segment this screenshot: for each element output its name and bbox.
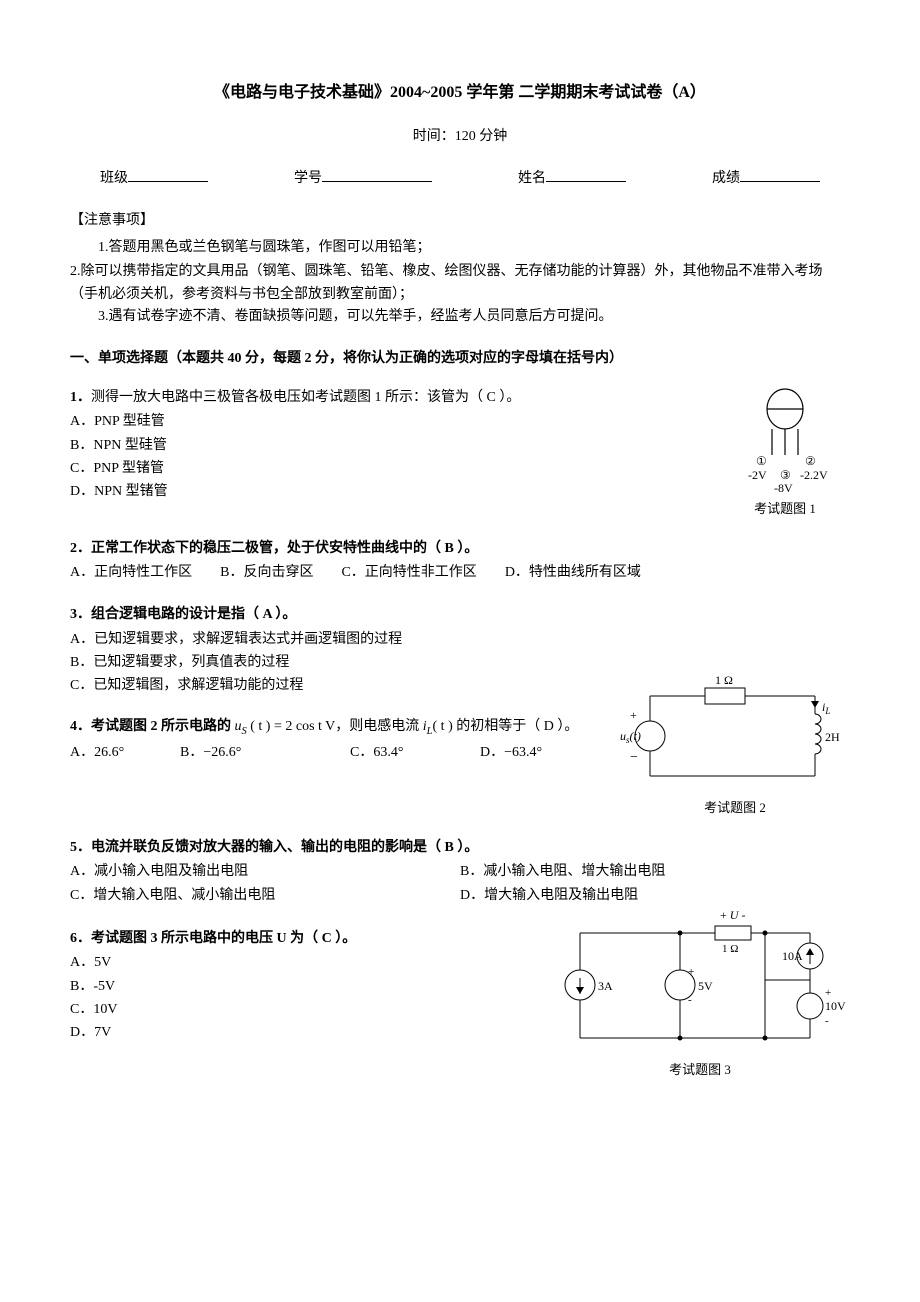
q4-figure: 1 Ω iL 2H + − us(t) 考试题图 2	[620, 676, 850, 819]
q1-fig-caption: 考试题图 1	[720, 499, 850, 520]
info-row: 班级 学号 姓名 成绩	[70, 168, 850, 190]
q1-opt-a: A．PNP 型硅管	[70, 411, 692, 433]
dc-circuit-icon: + U - 1 Ω 3A +	[550, 908, 850, 1058]
svg-text:-2V: -2V	[748, 468, 767, 482]
svg-text:2H: 2H	[825, 730, 840, 744]
name-blank	[546, 168, 626, 182]
q2-opt-d: D．特性曲线所有区域	[505, 562, 641, 584]
score-blank	[740, 168, 820, 182]
note-3: 3.遇有试卷字迹不清、卷面缺损等问题，可以先举手，经监考人员同意后方可提问。	[70, 306, 850, 328]
q3-opt-b: B．已知逻辑要求，列真值表的过程	[70, 652, 822, 674]
q1-opt-b: B．NPN 型硅管	[70, 435, 692, 457]
q4-fig-caption: 考试题图 2	[620, 798, 850, 819]
q5-opt-a: A．减小输入电阻及输出电阻	[70, 861, 432, 883]
q6-opt-d: D．7V	[70, 1022, 522, 1044]
question-5: 5．电流并联负反馈对放大器的输入、输出的电阻的影响是（ B ）。 A．减小输入电…	[70, 837, 850, 910]
q3-text: 3．组合逻辑电路的设计是指（ A ）。	[70, 607, 296, 622]
rlc-circuit-icon: 1 Ω iL 2H + − us(t)	[620, 676, 850, 796]
q6-opt-b: B．-5V	[70, 976, 522, 998]
question-6: 6．考试题图 3 所示电路中的电压 U 为（ C ）。 A．5V B．-5V C…	[70, 928, 850, 1081]
svg-text:10A: 10A	[782, 949, 803, 963]
q4-text1: 4．考试题图 2 所示电路的	[70, 719, 235, 734]
svg-text:-2.2V: -2.2V	[800, 468, 828, 482]
q3-opt-a: A．已知逻辑要求，求解逻辑表达式并画逻辑图的过程	[70, 629, 822, 651]
svg-text:-8V: -8V	[774, 481, 793, 495]
q6-text: 6．考试题图 3 所示电路中的电压 U 为（ C ）。	[70, 931, 356, 946]
svg-text:10V: 10V	[825, 999, 846, 1013]
svg-text:3A: 3A	[598, 979, 613, 993]
q6-opt-c: C．10V	[70, 999, 522, 1021]
exam-title: 《电路与电子技术基础》2004~2005 学年第 二学期期末考试试卷（A）	[70, 80, 850, 106]
class-blank	[128, 168, 208, 182]
svg-text:②: ②	[805, 454, 816, 468]
svg-text:1 Ω: 1 Ω	[722, 943, 738, 955]
svg-text:5V: 5V	[698, 979, 713, 993]
q2-opt-b: B．反向击穿区	[220, 562, 313, 584]
q2-opt-a: A．正向特性工作区	[70, 562, 192, 584]
q5-opt-c: C．增大输入电阻、减小输出电阻	[70, 885, 432, 907]
note-2: 2.除可以携带指定的文具用品（钢笔、圆珠笔、铅笔、橡皮、绘图仪器、无存储功能的计…	[70, 261, 850, 306]
svg-text:+: +	[825, 987, 831, 999]
score-label: 成绩	[712, 168, 740, 190]
class-label: 班级	[100, 168, 128, 190]
section-1-header: 一、单项选择题（本题共 40 分，每题 2 分，将你认为正确的选项对应的字母填在…	[70, 348, 850, 370]
q1-num: 1．	[70, 390, 91, 405]
q4-opt-d: D．−63.4°	[480, 742, 582, 764]
svg-text:iL: iL	[822, 700, 830, 716]
question-4: 4．考试题图 2 所示电路的 uS ( t ) = 2 cos t V，则电感电…	[70, 716, 850, 819]
svg-text:+: +	[630, 708, 637, 722]
id-label: 学号	[294, 168, 322, 190]
q1-opt-c: C．PNP 型锗管	[70, 458, 692, 480]
q5-opt-b: B．减小输入电阻、增大输出电阻	[460, 861, 822, 883]
q4-opt-b: B．−26.6°	[180, 742, 322, 764]
q2-opt-c: C．正向特性非工作区	[341, 562, 476, 584]
exam-time: 时间：120 分钟	[70, 126, 850, 148]
q1-figure: ① ② ③ -2V -2.2V -8V 考试题图 1	[720, 387, 850, 520]
question-2: 2．正常工作状态下的稳压二极管，处于伏安特性曲线中的（ B ）。 A．正向特性工…	[70, 538, 850, 587]
q4-opt-c: C．63.4°	[350, 742, 452, 764]
question-1: 1．测得一放大电路中三极管各极电压如考试题图 1 所示：该管为（ C ）。 A．…	[70, 387, 850, 520]
name-label: 姓名	[518, 168, 546, 190]
svg-text:us(t): us(t)	[620, 729, 641, 745]
id-blank	[322, 168, 432, 182]
q6-figure: + U - 1 Ω 3A +	[550, 908, 850, 1081]
svg-text:+: +	[688, 966, 694, 978]
svg-text:−: −	[630, 750, 638, 765]
q1-opt-d: D．NPN 型锗管	[70, 481, 692, 503]
q2-text: 2．正常工作状态下的稳压二极管，处于伏安特性曲线中的（ B ）。	[70, 541, 478, 556]
q4-text2: ( t ) 的初相等于（ D ）。	[433, 719, 579, 734]
svg-text:③: ③	[780, 468, 791, 482]
notes-header: 【注意事项】	[70, 210, 850, 232]
svg-text:1 Ω: 1 Ω	[715, 676, 733, 687]
q6-fig-caption: 考试题图 3	[550, 1060, 850, 1081]
svg-text:-: -	[825, 1015, 829, 1027]
note-1: 1.答题用黑色或兰色钢笔与圆珠笔，作图可以用铅笔；	[70, 237, 850, 259]
q4-eq: ( t ) = 2 cos t V，则电感电流	[247, 719, 423, 734]
q1-text: 测得一放大电路中三极管各极电压如考试题图 1 所示：该管为（ C ）。	[91, 390, 520, 405]
svg-text:①: ①	[756, 454, 767, 468]
q5-opt-d: D．增大输入电阻及输出电阻	[460, 885, 822, 907]
svg-text:+ U -: + U -	[720, 908, 745, 922]
q5-text: 5．电流并联负反馈对放大器的输入、输出的电阻的影响是（ B ）。	[70, 840, 478, 855]
q6-opt-a: A．5V	[70, 952, 522, 974]
notes-section: 【注意事项】 1.答题用黑色或兰色钢笔与圆珠笔，作图可以用铅笔； 2.除可以携带…	[70, 210, 850, 328]
q4-opt-a: A．26.6°	[70, 742, 152, 764]
transistor-icon: ① ② ③ -2V -2.2V -8V	[720, 387, 850, 497]
svg-text:-: -	[688, 994, 692, 1006]
